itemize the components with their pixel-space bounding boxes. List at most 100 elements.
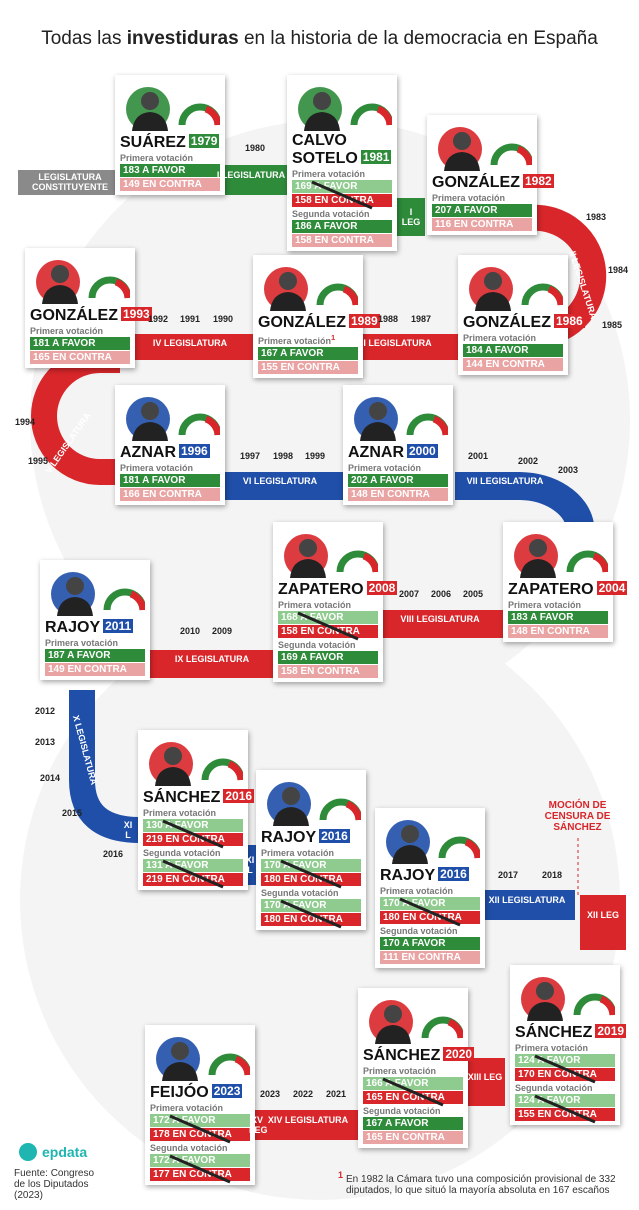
year-label: 2021 (326, 1089, 347, 1099)
segment-label: VI LEGISLATURA (242, 476, 318, 486)
year-label: 1991 (180, 314, 201, 324)
year: 1986 (554, 314, 585, 328)
contra: 116 EN CONTRA (432, 218, 532, 231)
head (279, 272, 297, 290)
card: GONZÁLEZ 1982 Primera votación 207 A FAVOR 1… (427, 115, 554, 235)
year-label: 1994 (15, 417, 36, 427)
vote-block: 124 A FAVOR 170 EN CONTRA (515, 1054, 615, 1084)
name: SÁNCHEZ (515, 1024, 593, 1041)
vote-label-text: Segunda votación (150, 1143, 228, 1153)
body (57, 597, 93, 616)
year-label: 1988 (378, 314, 399, 324)
contra: 155 EN CONTRA (515, 1108, 615, 1121)
year-label: 2010 (180, 626, 201, 636)
body (132, 422, 168, 441)
vote-label: Primera votación (30, 326, 130, 336)
vote-label: Primera votación (120, 463, 220, 473)
name: SÁNCHEZ (363, 1047, 441, 1064)
segment-label: XII LEG (586, 910, 619, 920)
strike-line (382, 1077, 444, 1107)
vote-block: 186 A FAVOR 158 EN CONTRA (292, 220, 392, 247)
strike-line (280, 899, 342, 929)
photo-area (30, 252, 132, 304)
name-row: RAJOY 2016 (261, 828, 361, 846)
hemicycle (204, 105, 222, 126)
body (520, 559, 556, 578)
favor: 167 A FAVOR (363, 1117, 463, 1130)
year-label: 2023 (260, 1089, 281, 1099)
note-mark: 1 (338, 1170, 344, 1180)
head (282, 787, 300, 805)
segment-label: III LEGISLATURA (358, 338, 432, 348)
favor: 202 A FAVOR (348, 474, 448, 487)
vote-block: 167 A FAVOR 155 EN CONTRA (258, 347, 358, 374)
year: 1979 (188, 134, 220, 148)
year-label: 2006 (431, 589, 452, 599)
photo-area (278, 526, 380, 578)
vote-block: 131 A FAVOR 219 EN CONTRA (143, 859, 243, 889)
strike (280, 899, 342, 929)
photo-area (380, 812, 482, 864)
year-label: 1992 (148, 314, 169, 324)
contra: 158 EN CONTRA (292, 234, 392, 247)
segment (215, 165, 287, 195)
vote-block: 166 A FAVOR 165 EN CONTRA (363, 1077, 463, 1107)
segment (125, 334, 255, 360)
contra: 149 EN CONTRA (45, 663, 145, 676)
hemicycle (345, 800, 363, 821)
year: 2008 (366, 581, 398, 595)
name: FEIJÓO (150, 1084, 209, 1101)
head (529, 539, 547, 557)
vote-block: 167 A FAVOR 165 EN CONTRA (363, 1117, 463, 1144)
name-row: ZAPATERO 2004 (508, 580, 628, 598)
segment (397, 198, 425, 236)
year-label: 1983 (586, 212, 607, 222)
name: CALVO SOTELO (292, 132, 358, 167)
strike (382, 1077, 444, 1107)
vote-block: 184 A FAVOR 144 EN CONTRA (463, 344, 563, 371)
vote-label: Primera votación (292, 169, 392, 179)
name-row: AZNAR 1996 (120, 443, 220, 461)
name-row: FEIJÓO 2023 (150, 1083, 250, 1101)
vote-block: 183 A FAVOR 148 EN CONTRA (508, 611, 608, 638)
head (141, 92, 159, 110)
portrait (386, 820, 482, 864)
contra: 170 EN CONTRA (515, 1068, 615, 1081)
photo-area (150, 1029, 252, 1081)
body (290, 559, 326, 578)
body (360, 422, 396, 441)
vote-label-text: Primera votación (515, 1043, 589, 1053)
strike (162, 819, 224, 849)
card: AZNAR 2000 Primera votación 202 A FAVOR 148 … (343, 385, 453, 505)
name-row: SÁNCHEZ 2016 (143, 788, 255, 806)
hemicycle (376, 105, 394, 126)
segment (69, 690, 141, 843)
name-row: GONZÁLEZ 1986 (463, 313, 585, 331)
source: Fuente: Congreso de los Diputados (2023) (14, 1168, 95, 1201)
vote-block: 169 A FAVOR 158 EN CONTRA (292, 180, 392, 210)
vote-block: 172 A FAVOR 177 EN CONTRA (150, 1154, 250, 1184)
head (453, 132, 471, 150)
vote-label: Primera votación (150, 1103, 250, 1113)
vote-label-text: Segunda votación (380, 926, 458, 936)
vote-label: Segunda votación (292, 209, 392, 219)
year-label: 1999 (305, 451, 326, 461)
vote-label-text: Primera votación (258, 336, 332, 346)
year-label: 1987 (411, 314, 432, 324)
contra: 219 EN CONTRA (143, 833, 243, 846)
hemicycle (204, 415, 222, 436)
contra: 165 EN CONTRA (363, 1131, 463, 1144)
strike-line (169, 1154, 231, 1184)
vote-block: 170 A FAVOR 180 EN CONTRA (380, 897, 480, 927)
hemicycle (447, 1018, 465, 1039)
vote-label: Primera votación (120, 153, 220, 163)
year-label: 2017 (498, 870, 519, 880)
strike-line (169, 1114, 231, 1144)
contra: 165 EN CONTRA (30, 351, 130, 364)
head (536, 982, 554, 1000)
hemicycle (129, 590, 147, 611)
photo-area (258, 259, 360, 311)
year-label: 2002 (518, 456, 539, 466)
year-label: 2001 (468, 451, 489, 461)
portrait (469, 267, 565, 311)
